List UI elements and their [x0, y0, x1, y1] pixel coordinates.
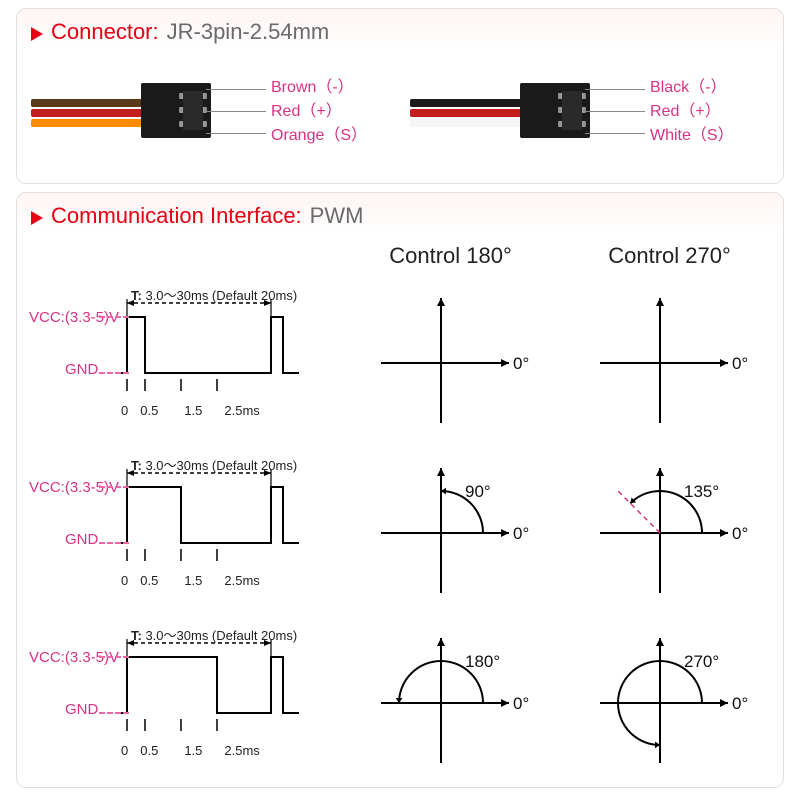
svg-text:0°: 0°	[732, 354, 748, 373]
angle-cell: 0°	[570, 273, 769, 443]
svg-text:270°: 270°	[684, 652, 719, 671]
connector-header-value: JR-3pin-2.54mm	[167, 19, 330, 45]
pin-label: Red（+）	[650, 97, 734, 121]
gnd-label: GND	[65, 531, 98, 548]
gnd-label: GND	[65, 701, 98, 718]
connector-plug-right	[520, 83, 590, 138]
angle-cell: 0° 270°	[570, 613, 769, 783]
gnd-label: GND	[65, 361, 98, 378]
svg-text:90°: 90°	[465, 482, 491, 501]
triangle-icon	[31, 211, 43, 225]
svg-text:0°: 0°	[513, 524, 529, 543]
pwm-header: Communication Interface: PWM	[31, 203, 769, 229]
connector-header-label: Connector:	[51, 19, 159, 45]
label-stack-left: Brown（-）Red（+）Orange（S）	[271, 73, 367, 145]
angle-svg: 0°	[570, 273, 780, 443]
angle-svg: 0° 270°	[570, 613, 780, 783]
pwm-header-value: PWM	[310, 203, 364, 229]
period-label: T: 3.0～30ms (Default 20ms)	[131, 455, 297, 474]
tick-labels: 00.51.52.5ms	[121, 403, 260, 418]
label-stack-right: Black（-）Red（+）White（S）	[650, 73, 734, 145]
pin-label: Brown（-）	[271, 73, 367, 97]
pin-label: Black（-）	[650, 73, 734, 97]
pin-label: Orange（S）	[271, 121, 367, 145]
angle-cell: 0° 90°	[351, 443, 550, 613]
angle-cell: 0° 135°	[570, 443, 769, 613]
pwm-section: Communication Interface: PWM Control 180…	[16, 192, 784, 788]
triangle-icon	[31, 27, 43, 41]
connector-right: Black（-）Red（+）White（S）	[410, 53, 769, 173]
angle-svg: 0°	[351, 273, 561, 443]
pwm-header-label: Communication Interface:	[51, 203, 302, 229]
connector-plug-left	[141, 83, 211, 138]
period-label: T: 3.0～30ms (Default 20ms)	[131, 625, 297, 644]
tick-labels: 00.51.52.5ms	[121, 573, 260, 588]
svg-text:0°: 0°	[732, 524, 748, 543]
waveform-cell: VCC:(3.3-5)VGNDT: 3.0～30ms (Default 20ms…	[31, 443, 331, 613]
connector-header: Connector: JR-3pin-2.54mm	[31, 19, 769, 45]
angle-svg: 0° 90°	[351, 443, 561, 613]
period-label: T: 3.0～30ms (Default 20ms)	[131, 285, 297, 304]
svg-text:135°: 135°	[684, 482, 719, 501]
svg-text:0°: 0°	[513, 354, 529, 373]
angle-svg: 0° 135°	[570, 443, 780, 613]
angle-svg: 0° 180°	[351, 613, 561, 783]
col-header-270: Control 270°	[570, 243, 769, 273]
svg-text:180°: 180°	[465, 652, 500, 671]
pin-label: White（S）	[650, 121, 734, 145]
pwm-grid: Control 180° Control 270° VCC:(3.3-5)VGN…	[31, 237, 769, 783]
waveform-cell: VCC:(3.3-5)VGNDT: 3.0～30ms (Default 20ms…	[31, 613, 331, 783]
svg-text:0°: 0°	[513, 694, 529, 713]
angle-cell: 0°	[351, 273, 550, 443]
waveform-cell: VCC:(3.3-5)VGNDT: 3.0～30ms (Default 20ms…	[31, 273, 331, 443]
tick-labels: 00.51.52.5ms	[121, 743, 260, 758]
col-header-180: Control 180°	[351, 243, 550, 273]
connector-section: Connector: JR-3pin-2.54mm Brown（-）Red（+）…	[16, 8, 784, 184]
connector-left: Brown（-）Red（+）Orange（S）	[31, 53, 390, 173]
angle-cell: 0° 180°	[351, 613, 550, 783]
connector-row: Brown（-）Red（+）Orange（S） Black（-）Red（+）Wh…	[31, 53, 769, 173]
svg-text:0°: 0°	[732, 694, 748, 713]
pin-label: Red（+）	[271, 97, 367, 121]
